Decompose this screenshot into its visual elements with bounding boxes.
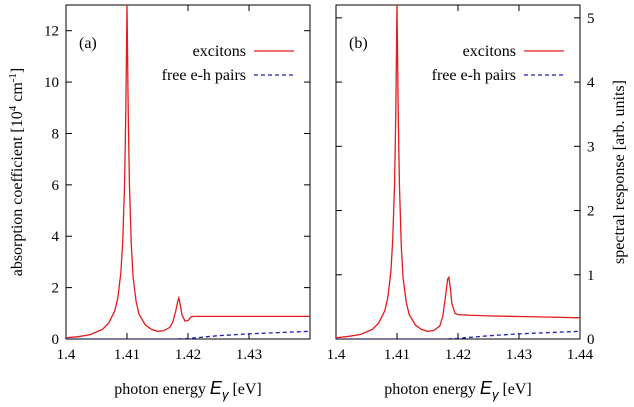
panel-a-label: (a) [79,35,97,52]
panel-a-legend-excitons: excitons [193,43,246,60]
panel-b-frame [335,4,581,340]
panel-b-xtick-label-3: 1.43 [506,347,532,363]
panel-b-label: (b) [349,35,368,52]
panel-a-ytick-label-5: 10 [44,75,59,91]
panel-a-xtick-label-1: 1.41 [114,347,140,363]
panel-b-xlabel-unit: [eV] [502,381,531,398]
panel-b-legend-excitons: excitons [463,43,516,60]
panel-a-legend: excitons free e-h pairs [162,43,294,84]
panel-b-ytick-label-3: 3 [587,139,595,155]
panel-a-xlabel-symbol: E [210,378,223,398]
panel-a-ytick-label-3: 6 [52,178,60,194]
panel-a-ytick-label-1: 2 [52,281,60,297]
panel-b-xtick-label-0: 1.4 [327,347,346,363]
panel-b-ytick-label-0: 0 [587,332,595,348]
panel-a-ylabel: absorption coefficient [104 cm-1] [7,68,26,277]
panel-a-ytick-label-4: 8 [52,126,60,142]
panel-b-ytick-label-5: 5 [587,11,595,27]
panel-b-xtick-label-2: 1.42 [445,347,471,363]
panel-b-series-excitons-line [336,5,580,339]
panel-b-xlabel-subscript: γ [492,387,500,402]
panel-b-ylabel: spectral response [arb. units] [611,80,628,264]
panel-b: 1.4 1.41 1.42 1.43 1.440 1 2 3 4 5 (b) excitons f… [327,4,628,402]
panel-a-xlabel-subscript: γ [222,387,230,402]
panel-b-legend: excitons free e-h pairs [432,43,564,84]
panel-b-xlabel-text: photon energy [384,381,476,398]
panel-a-ylabel-mid: cm [9,82,26,106]
panel-a-ylabel-end: ] [9,68,26,73]
panel-a-ylabel-sup1: 4 [7,105,19,111]
panel-a-ylabel-main: absorption coefficient [10 [9,111,26,276]
panel-b-xlabel: photon energy Eγ [eV] [384,378,532,402]
panel-a: 1.4 1.41 1.42 1.43 0 2 4 6 8 10 12 (a) excitons fr… [7,4,311,402]
panel-a-ylabel-sup2: -1 [7,73,19,82]
panel-b-ytick-label-2: 2 [587,204,595,220]
panel-b-xtick-label-4: 1.44 [567,347,594,363]
panel-a-xlabel: photon energy Eγ [eV] [114,378,262,402]
panel-a-ytick-label-0: 0 [52,332,60,348]
panel-b-ytick-label-1: 1 [587,268,595,284]
panel-b-xtick-label-1: 1.41 [384,347,410,363]
panel-a-ytick-label-6: 12 [44,24,59,40]
panel-b-ytick-label-4: 4 [587,75,595,91]
panel-b-legend-free-eh: free e-h pairs [432,67,516,84]
panel-a-ytick-label-2: 4 [52,229,60,245]
panel-b-xlabel-symbol: E [480,378,493,398]
panel-a-series-excitons-line [66,5,310,339]
panel-a-frame [65,4,311,340]
panel-a-xtick-label-0: 1.4 [57,347,76,363]
panel-a-xlabel-text: photon energy [114,381,206,398]
panel-a-xlabel-unit: [eV] [232,381,261,398]
panel-a-legend-free-eh: free e-h pairs [162,67,246,84]
panel-a-xtick-label-3: 1.43 [236,347,262,363]
panel-a-xtick-label-2: 1.42 [175,347,201,363]
